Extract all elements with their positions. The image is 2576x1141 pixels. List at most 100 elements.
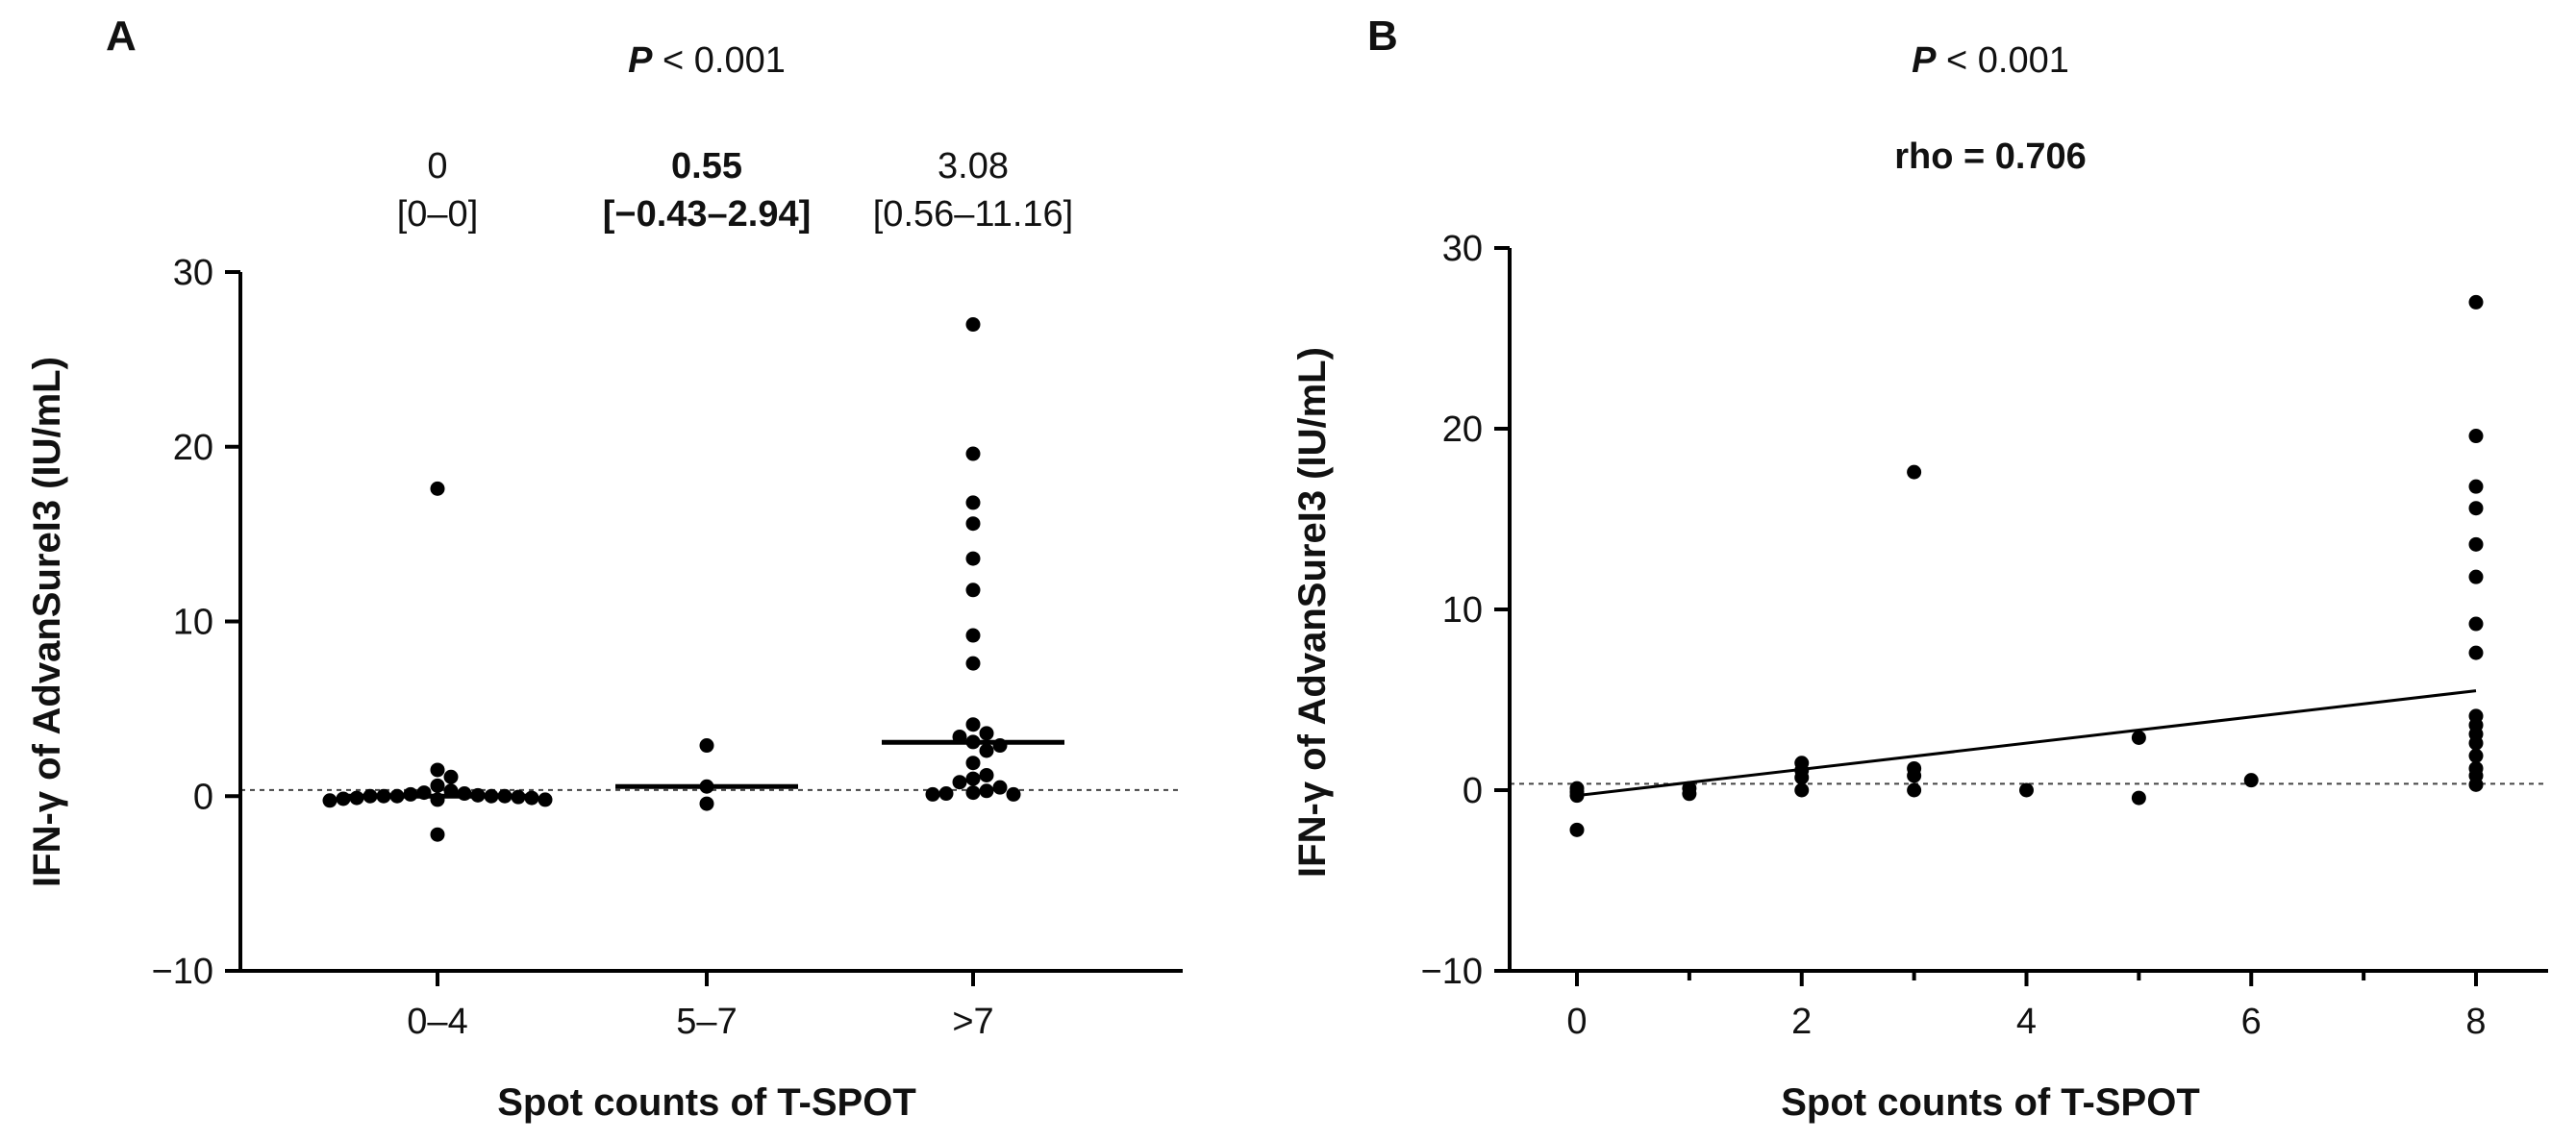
data-point bbox=[979, 726, 994, 741]
data-point bbox=[2468, 645, 2484, 660]
data-point bbox=[965, 785, 981, 801]
data-point bbox=[979, 783, 994, 799]
data-point bbox=[965, 717, 981, 732]
group-0-4-iqr: [0–0] bbox=[397, 194, 479, 235]
group-gt7-iqr: [0.56–11.16] bbox=[873, 194, 1073, 235]
panel-b-rho: rho = 0.706 bbox=[1894, 136, 2087, 177]
data-point bbox=[322, 793, 338, 808]
data-point bbox=[1907, 464, 1922, 480]
data-point bbox=[965, 656, 981, 671]
data-point bbox=[965, 756, 981, 771]
data-point bbox=[2019, 782, 2034, 798]
panel-a-letter: A bbox=[106, 12, 137, 60]
group-gt7-median: 3.08 bbox=[938, 146, 1009, 186]
data-point bbox=[965, 495, 981, 510]
regression-line bbox=[1576, 689, 2477, 798]
data-point bbox=[349, 790, 364, 806]
data-point bbox=[430, 827, 445, 842]
data-point bbox=[2468, 536, 2484, 552]
data-point bbox=[511, 789, 526, 805]
data-point bbox=[2468, 616, 2484, 632]
data-point bbox=[1907, 768, 1922, 783]
data-point bbox=[430, 762, 445, 778]
data-point bbox=[992, 738, 1008, 754]
y-tick-label: 0 bbox=[193, 777, 213, 817]
data-point bbox=[2468, 748, 2484, 763]
panel-a: A P < 0.001 0 [0–0] 0.55 [−0.43–2.94] 3.… bbox=[26, 12, 1183, 1124]
data-point bbox=[699, 738, 714, 754]
panel-b-y-axis-label: IFN-γ of AdvanSureI3 (IU/mL) bbox=[1291, 347, 1334, 878]
data-point bbox=[430, 792, 445, 807]
data-point bbox=[965, 446, 981, 461]
data-point bbox=[2468, 501, 2484, 516]
y-tick-label: 0 bbox=[1463, 771, 1483, 811]
data-point bbox=[1907, 782, 1922, 798]
y-tick-label: 20 bbox=[1442, 409, 1483, 450]
y-tick-label: 10 bbox=[1442, 590, 1483, 631]
data-point bbox=[1006, 786, 1021, 802]
y-tick-label: −10 bbox=[152, 952, 213, 992]
data-point bbox=[2468, 294, 2484, 310]
data-point bbox=[430, 778, 445, 793]
data-point bbox=[952, 775, 967, 790]
data-point bbox=[1794, 770, 1810, 785]
group-5-7-iqr: [−0.43–2.94] bbox=[603, 194, 812, 235]
data-point bbox=[443, 783, 459, 799]
data-point bbox=[965, 583, 981, 598]
y-tick-label: 30 bbox=[1442, 229, 1483, 269]
data-point bbox=[470, 787, 486, 803]
data-point bbox=[1794, 782, 1810, 798]
data-point bbox=[965, 516, 981, 532]
panel-b: B P < 0.001 rho = 0.706 −10 0 10 20 30 0 2 4 6 8… bbox=[1291, 12, 2548, 1124]
x-tick-label: 4 bbox=[2016, 1002, 2037, 1042]
data-point bbox=[403, 786, 418, 802]
data-point bbox=[2468, 569, 2484, 584]
data-point bbox=[2468, 429, 2484, 444]
x-tick-label: 6 bbox=[2241, 1002, 2262, 1042]
data-point bbox=[1569, 822, 1585, 837]
data-point bbox=[430, 481, 445, 496]
y-tick-label: 20 bbox=[173, 428, 213, 468]
data-point bbox=[2468, 735, 2484, 751]
data-point bbox=[992, 780, 1008, 795]
data-point bbox=[1682, 786, 1697, 802]
x-tick-label: 8 bbox=[2465, 1002, 2486, 1042]
data-point bbox=[497, 788, 513, 804]
data-point bbox=[699, 796, 714, 811]
group-0-4-median: 0 bbox=[427, 146, 447, 186]
data-point bbox=[938, 786, 954, 802]
data-point bbox=[457, 786, 472, 802]
data-point bbox=[524, 790, 539, 806]
x-tick-label: 0 bbox=[1566, 1002, 1587, 1042]
data-point bbox=[363, 788, 378, 804]
data-point bbox=[965, 771, 981, 786]
data-point bbox=[979, 743, 994, 758]
data-point bbox=[376, 788, 391, 804]
x-tick-label: 5–7 bbox=[676, 1002, 737, 1042]
y-tick-label: −10 bbox=[1421, 952, 1483, 992]
data-point bbox=[699, 779, 714, 794]
y-tick-label: 10 bbox=[173, 603, 213, 643]
panel-a-y-axis-label: IFN-γ of AdvanSureI3 (IU/mL) bbox=[26, 357, 68, 887]
data-point bbox=[389, 788, 405, 804]
data-point bbox=[416, 785, 432, 801]
data-point bbox=[2468, 479, 2484, 494]
data-point bbox=[2243, 773, 2259, 788]
data-point bbox=[952, 729, 967, 744]
data-point bbox=[336, 791, 351, 806]
data-point bbox=[538, 792, 553, 807]
y-tick-label: 30 bbox=[173, 253, 213, 293]
data-point bbox=[2468, 777, 2484, 792]
data-point bbox=[965, 734, 981, 750]
panel-a-p-value: P < 0.001 bbox=[628, 40, 786, 81]
data-point bbox=[965, 317, 981, 333]
panel-b-letter: B bbox=[1367, 12, 1398, 60]
panel-a-x-axis-label: Spot counts of T-SPOT bbox=[497, 1081, 916, 1124]
data-point bbox=[965, 628, 981, 643]
data-point bbox=[925, 786, 940, 802]
data-point bbox=[979, 767, 994, 782]
data-point bbox=[484, 788, 499, 804]
data-point bbox=[2131, 730, 2146, 745]
group-5-7-median: 0.55 bbox=[671, 146, 742, 186]
